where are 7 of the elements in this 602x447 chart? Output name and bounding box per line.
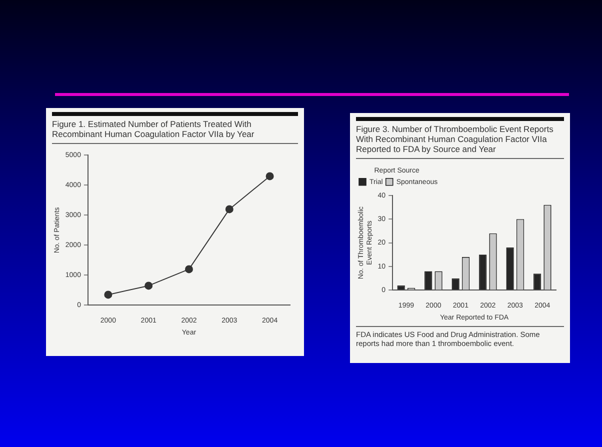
point: [184, 265, 193, 274]
point: [225, 205, 234, 214]
chart-title: Figure 1. Estimated Number of Patients Treated With Recombinant Human Coagulation Factor VIIa by Year: [52, 119, 298, 144]
point: [104, 290, 112, 299]
point: [144, 282, 153, 290]
chart-title: Figure 3. Number of Thromboembolic Event Reports With Recombinant Human Coagulation Factor VIIa Reported to FDA by Source and Year: [356, 124, 564, 159]
point: [266, 172, 274, 180]
